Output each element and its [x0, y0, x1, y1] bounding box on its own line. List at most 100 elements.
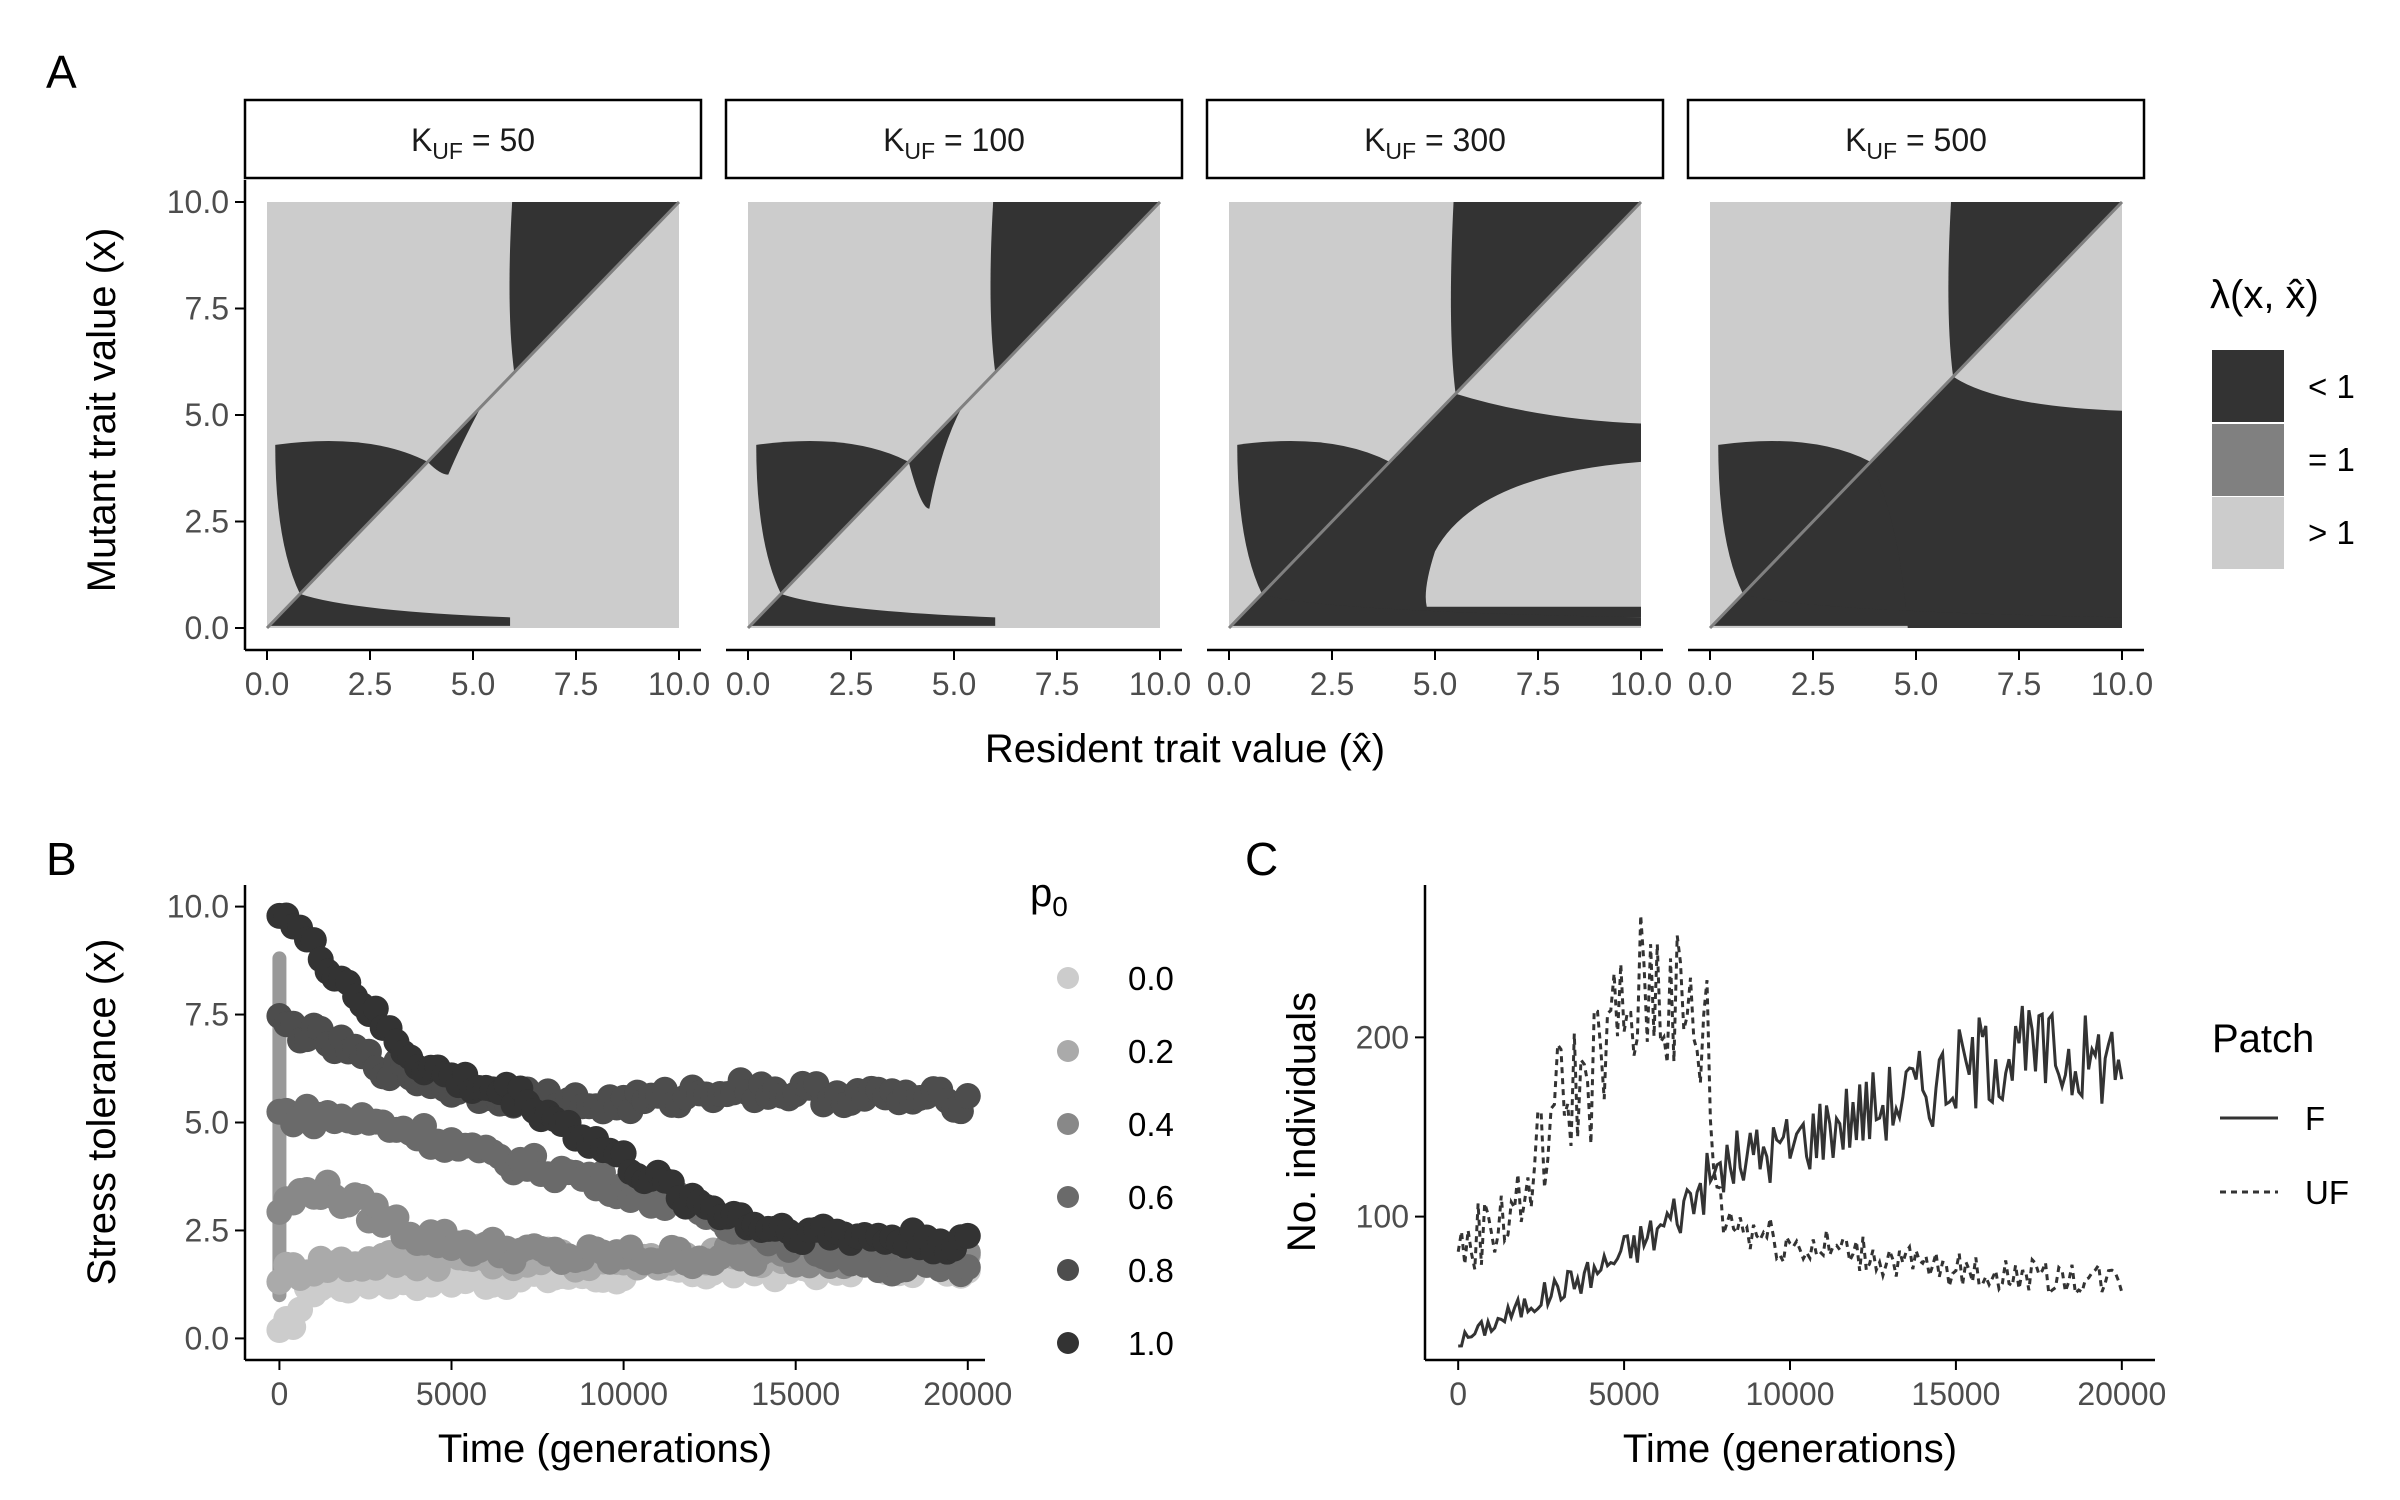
x-tick-label: 10000 [579, 1376, 668, 1412]
region-lt1-dip [908, 406, 963, 509]
line-UF [1456, 915, 2124, 1297]
panel-c-xlabel: Time (generations) [1623, 1427, 1957, 1471]
y-tick-label: 5.0 [185, 1105, 229, 1141]
legend-key-0.4 [1057, 1113, 1079, 1135]
x-tick-label: 2.5 [1310, 666, 1354, 702]
diagonal-eq1 [1708, 200, 2124, 630]
legend-label-0.2: 0.2 [1128, 1033, 1174, 1070]
panel-c-ylabel: No. individuals [1280, 992, 1324, 1252]
x-tick-label: 10000 [1746, 1376, 1835, 1412]
panel-a-ylabel: Mutant trait value (x) [80, 228, 124, 593]
facet-strip [1686, 98, 2146, 180]
legend-swatch-eq1 [2212, 424, 2284, 496]
x-tick-label: 5000 [416, 1376, 487, 1412]
panel-label-c: C [1245, 833, 1278, 885]
x-tick-label: 2.5 [348, 666, 392, 702]
panel-a-xlabel: Resident trait value (x̂) [985, 727, 1385, 771]
line-F [1458, 1005, 2124, 1348]
region-lt1-bottom [269, 593, 511, 626]
panel-c-legend-title: Patch [2212, 1017, 2314, 1061]
region-lt1-bottom [1231, 593, 1641, 626]
diagonal-eq1 [265, 200, 681, 630]
x-tick-label: 0.0 [1688, 666, 1732, 702]
region-lt1-left [1718, 440, 1871, 594]
panel-a-legend: λ(x, x̂) < 1 = 1 > 1 [2210, 273, 2355, 569]
panel-c-lines: 0 5000 10000 15000 20000 100 200 [1356, 885, 2166, 1412]
facet-strip-label: KUF = 50 [411, 122, 535, 164]
facet-2: KUF = 100 0.0 2.5 5.0 7.5 10.0 [724, 98, 1191, 702]
x-tick-label: 0.0 [1207, 666, 1251, 702]
x-tick-label: 0 [271, 1376, 289, 1412]
legend-swatch-gt1 [2212, 497, 2284, 569]
region-lt1-left [1237, 440, 1390, 594]
x-tick-label: 0.0 [726, 666, 770, 702]
series-p0-1.0 [266, 902, 981, 1265]
point [589, 1159, 616, 1186]
y-tick-label: 5.0 [185, 397, 229, 433]
panel-a-legend-title: λ(x, x̂) [2210, 273, 2319, 317]
legend-key-0.8 [1057, 1259, 1079, 1281]
legend-swatch-lt1 [2212, 350, 2284, 422]
facet-strip-label: KUF = 300 [1364, 122, 1506, 164]
y-tick-label: 200 [1356, 1019, 1409, 1055]
facet-strip-label: KUF = 500 [1845, 122, 1987, 164]
facet-strip [1205, 98, 1665, 180]
legend-key-0.6 [1057, 1186, 1079, 1208]
y-tick-label: 10.0 [167, 889, 229, 925]
y-tick-label: 10.0 [167, 184, 229, 220]
y-tick-label: 7.5 [185, 291, 229, 327]
legend-key-1.0 [1057, 1332, 1079, 1354]
facet-strip [724, 98, 1184, 180]
region-lt1-bottom [750, 593, 996, 626]
x-tick-label: 10.0 [648, 666, 710, 702]
point [954, 1222, 981, 1249]
x-tick-label: 7.5 [1035, 666, 1079, 702]
x-tick-label: 5.0 [1413, 666, 1457, 702]
region-lt1-dip [427, 406, 482, 475]
diagonal-eq1 [1227, 200, 1643, 630]
region-lt1-bottom [1712, 593, 2122, 626]
panel-b-legend: p0 0.0 0.2 0.4 0.6 0.8 1.0 [1030, 871, 1174, 1362]
legend-label-0.8: 0.8 [1128, 1252, 1174, 1289]
legend-label-0.6: 0.6 [1128, 1179, 1174, 1216]
y-tick-label: 2.5 [185, 1212, 229, 1248]
y-tick-label: 100 [1356, 1199, 1409, 1235]
legend-label-f: F [2305, 1100, 2325, 1137]
panel-label-a: A [46, 46, 77, 98]
y-tick-label: 0.0 [185, 1320, 229, 1356]
x-tick-label: 10.0 [2091, 666, 2153, 702]
region-lt1-right [1253, 393, 1641, 618]
x-tick-label: 20000 [923, 1376, 1012, 1412]
legend-key-0.2 [1057, 1040, 1079, 1062]
panel-label-b: B [46, 833, 77, 885]
x-tick-label: 2.5 [1791, 666, 1835, 702]
legend-key-0.0 [1057, 967, 1079, 989]
facet-strip [243, 98, 703, 180]
legend-label-eq1: = 1 [2308, 441, 2355, 478]
x-tick-label: 7.5 [554, 666, 598, 702]
legend-label-gt1: > 1 [2308, 514, 2355, 551]
region-lt1-left [275, 440, 428, 594]
facet-3: KUF = 300 0.0 2.5 5.0 7.5 10.0 [1205, 98, 1672, 702]
x-tick-label: 10.0 [1610, 666, 1672, 702]
x-tick-label: 2.5 [829, 666, 873, 702]
legend-label-lt1: < 1 [2308, 368, 2355, 405]
region-lt1-left [756, 440, 909, 594]
diagonal-eq1 [746, 200, 1162, 630]
facet-4: KUF = 500 0.0 2.5 5.0 7.5 10.0 [1686, 98, 2153, 702]
panel-b-ylabel: Stress tolerance (x) [80, 939, 124, 1286]
point [954, 1083, 981, 1110]
x-tick-label: 0.0 [245, 666, 289, 702]
y-tick-label: 0.0 [185, 610, 229, 646]
x-tick-label: 5.0 [451, 666, 495, 702]
point [954, 1254, 981, 1281]
y-tick-label: 7.5 [185, 997, 229, 1033]
x-tick-label: 7.5 [1997, 666, 2041, 702]
x-tick-label: 20000 [2077, 1376, 2166, 1412]
x-tick-label: 5.0 [932, 666, 976, 702]
legend-label-0.4: 0.4 [1128, 1106, 1174, 1143]
panel-a-heatmaps: KUF = 50 0.0 2.5 5.0 7.5 10.0 0.0 2.5 5.0 7.5 10.0… [167, 98, 2153, 702]
facet-1: KUF = 50 0.0 2.5 5.0 7.5 10.0 0.0 2.5 5.0 7.5 10.0 [167, 98, 710, 702]
legend-label-0.0: 0.0 [1128, 960, 1174, 997]
